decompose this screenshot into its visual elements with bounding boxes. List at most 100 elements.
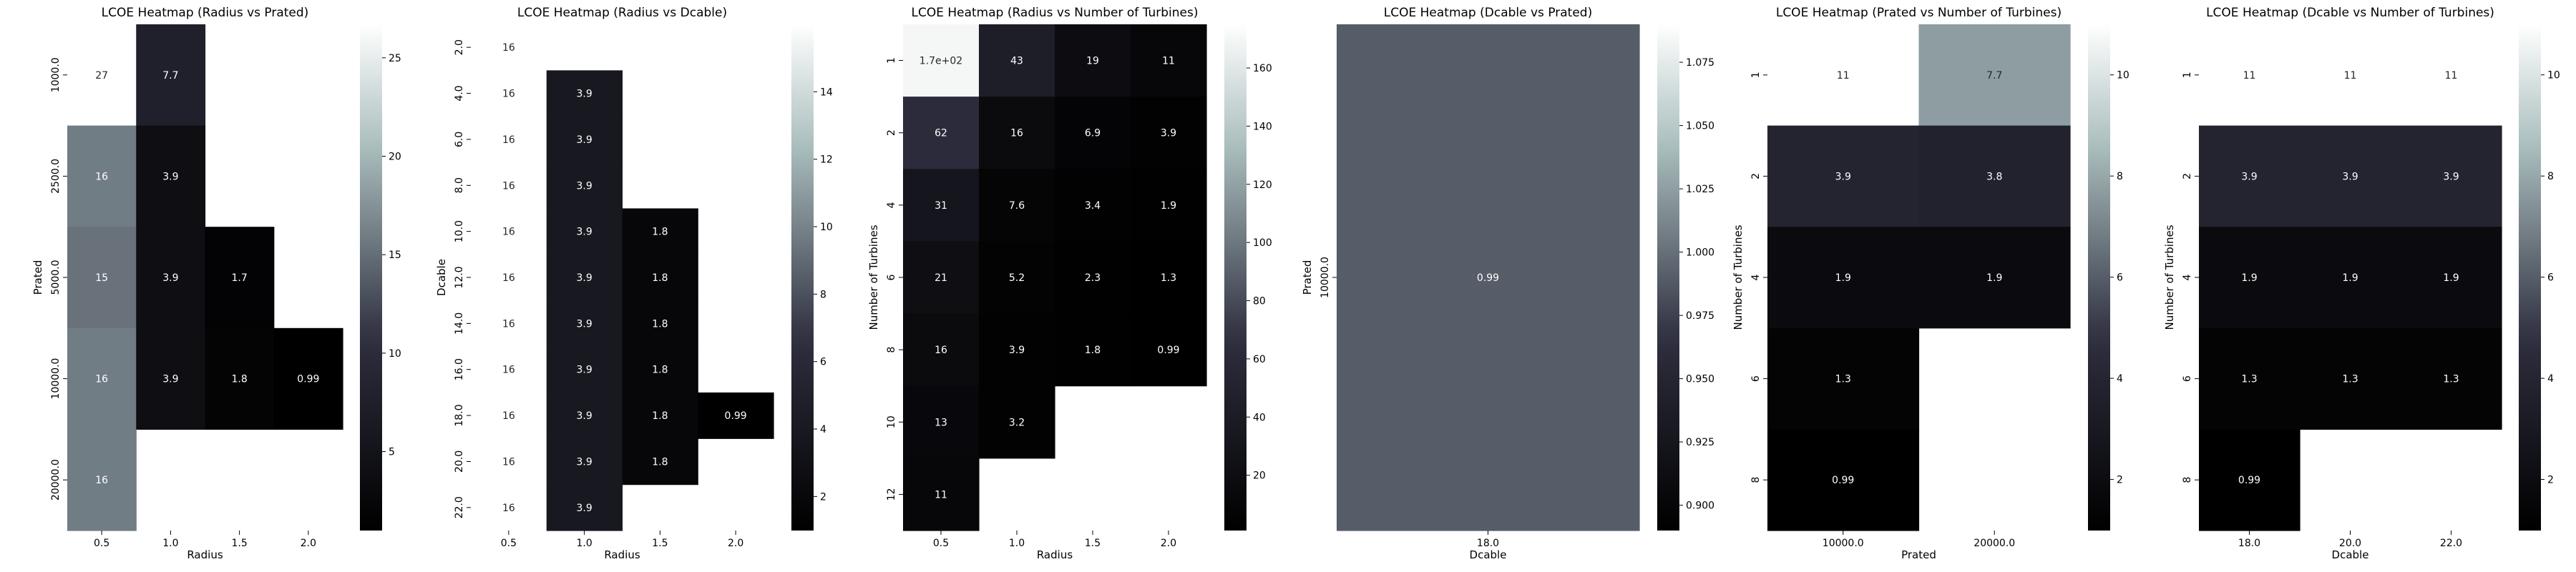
x-axis-ticks: 0.5 1.0 1.5 2.0 <box>501 531 743 549</box>
colorbar-tick-label: 100 <box>1253 237 1272 249</box>
cell-value-label: 0.99 <box>1157 345 1179 356</box>
cell-value-label: 3.9 <box>576 410 592 422</box>
y-tick-label: 1 <box>2182 72 2193 78</box>
colorbar-tick-label: 140 <box>1253 121 1272 132</box>
colorbar-tick-label: 2 <box>2547 475 2554 486</box>
cell-value-label: 16 <box>502 410 515 422</box>
colorbar-bar <box>1224 24 1246 531</box>
cell-value-label: 43 <box>1010 56 1023 67</box>
heatmap-cell <box>1131 169 1207 242</box>
colorbar: 2 4 6 8 10 12 14 <box>791 24 833 531</box>
y-tick-label: 16.0 <box>454 358 465 380</box>
cell-value-label: 3.9 <box>576 134 592 146</box>
cell-value-label: 1.3 <box>1161 272 1176 284</box>
heatmap-panel-4: LCOE Heatmap (Dcable vs Prated) 0.99 18.0D… <box>1301 6 1714 561</box>
colorbar-tick-label: 10 <box>820 222 833 233</box>
heatmap-cell <box>2300 327 2401 430</box>
cell-value-label: 16 <box>502 89 515 100</box>
heatmap-cells: 1.7e+02 43 19 11 62 16 6.9 3.9 31 7.6 3.4 1.9 21 5.2 2… <box>903 24 1207 531</box>
chart-title: LCOE Heatmap (Radius vs Number of Turbin… <box>911 6 1198 20</box>
y-tick-label: 4 <box>886 202 897 208</box>
cell-value-label: 1.7e+02 <box>919 56 962 67</box>
heatmap-cell <box>471 24 547 71</box>
heatmap-cells: 11 7.7 3.9 3.8 1.9 1.9 1.3 0.99 <box>1767 24 2071 531</box>
heatmap-cell <box>546 162 623 209</box>
cell-value-label: 21 <box>935 272 947 284</box>
x-axis-label: Radius <box>187 548 223 561</box>
heatmap-cell <box>1767 227 1920 329</box>
colorbar-tick-label: 8 <box>820 289 826 300</box>
colorbar-tick-label: 20 <box>1253 470 1266 482</box>
cell-value-label: 3.9 <box>576 227 592 238</box>
cell-value-label: 16 <box>95 475 108 486</box>
y-tick-label: 10000.0 <box>50 358 62 400</box>
x-tick-label: 10000.0 <box>1823 538 1864 549</box>
cell-value-label: 3.9 <box>162 374 178 385</box>
heatmap-cell <box>205 227 275 329</box>
y-axis-ticks: 1 2 4 6 8 <box>2182 72 2199 483</box>
x-axis-ticks: 18.0 20.0 22.0 <box>2238 531 2462 549</box>
heatmap-cell <box>471 208 547 255</box>
cell-value-label: 31 <box>935 200 947 212</box>
heatmap-cell <box>2300 227 2401 329</box>
heatmap-cell <box>136 327 206 430</box>
cell-value-label: 1.9 <box>2443 272 2459 284</box>
x-tick-label: 1.0 <box>576 538 592 549</box>
cell-value-label: 0.99 <box>2238 475 2260 486</box>
y-tick-label: 2 <box>886 129 897 136</box>
y-axis-label: Number of Turbines <box>2163 225 2176 330</box>
y-tick-label: 2 <box>2182 173 2193 179</box>
colorbar-tick-label: 60 <box>1253 354 1266 365</box>
x-axis-label: Prated <box>1901 548 1936 561</box>
cell-value-label: 3.9 <box>576 318 592 330</box>
cell-value-label: 7.7 <box>162 70 178 82</box>
heatmap-cell <box>903 458 980 531</box>
cell-value-label: 1.9 <box>2241 272 2257 284</box>
heatmap-cells: 11 11 11 3.9 3.9 3.9 1.9 1.9 1.9 1.3 1.3 1.3 0.99 <box>2199 24 2502 531</box>
cell-value-label: 16 <box>502 318 515 330</box>
y-tick-label: 6 <box>2182 375 2193 382</box>
heatmap-cell <box>2401 227 2502 329</box>
x-tick-label: 1.0 <box>1009 538 1025 549</box>
heatmap-cell <box>979 169 1055 242</box>
cell-value-label: 1.8 <box>652 227 668 238</box>
colorbar-bar <box>2088 24 2110 531</box>
cell-value-label: 7.7 <box>1986 70 2002 82</box>
cell-value-label: 3.9 <box>162 171 178 182</box>
heatmap-cell <box>622 438 698 485</box>
heatmap-cell <box>979 313 1055 387</box>
colorbar-tick-label: 0.900 <box>1686 500 1714 512</box>
chart-title: LCOE Heatmap (Radius vs Dcable) <box>517 6 727 20</box>
cell-value-label: 6.9 <box>1085 128 1101 139</box>
x-axis-ticks: 18.0 <box>1477 531 1499 549</box>
y-tick-label: 12 <box>886 488 897 501</box>
cell-value-label: 3.9 <box>1009 345 1025 356</box>
heatmap-cell <box>546 70 623 117</box>
y-tick-label: 6 <box>886 274 897 280</box>
y-tick-label: 2.0 <box>454 39 465 55</box>
chart-title: LCOE Heatmap (Dcable vs Number of Turbin… <box>2206 6 2494 20</box>
heatmap-cell <box>546 208 623 255</box>
colorbar-tick-label: 20 <box>389 152 401 163</box>
colorbar-tick-label: 0.925 <box>1686 437 1714 448</box>
cell-value-label: 11 <box>1837 70 1850 82</box>
heatmap-cell <box>1918 125 2071 227</box>
colorbar-tick-label: 4 <box>2547 373 2554 385</box>
heatmap-cell <box>979 24 1055 97</box>
colorbar-tick-label: 40 <box>1253 412 1266 423</box>
y-tick-label: 5000.0 <box>50 260 62 295</box>
y-axis-label: Dcable <box>435 259 448 296</box>
cell-value-label: 1.3 <box>2241 374 2257 385</box>
y-tick-label: 1 <box>1750 72 1762 78</box>
colorbar-tick-label: 1.000 <box>1686 247 1714 259</box>
x-axis-ticks: 10000.0 20000.0 <box>1823 531 2015 549</box>
colorbar-tick-label: 10 <box>2117 70 2129 82</box>
cell-value-label: 3.9 <box>1161 128 1176 139</box>
heatmap-cells: 0.99 <box>1337 24 1640 531</box>
cell-value-label: 2.3 <box>1085 272 1101 284</box>
colorbar-tick-label: 0.950 <box>1686 374 1714 385</box>
heatmap-cell <box>622 208 698 255</box>
cell-value-label: 16 <box>502 456 515 468</box>
cell-value-label: 15 <box>95 272 108 284</box>
